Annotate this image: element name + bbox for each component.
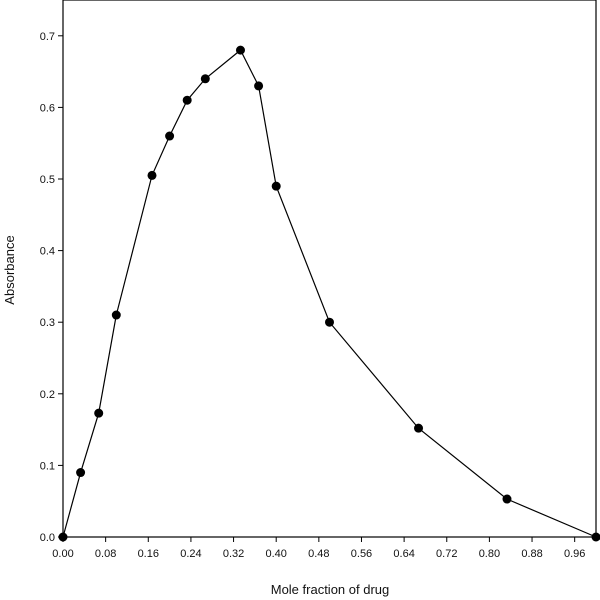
- y-tick-label: 0.7: [40, 31, 55, 43]
- data-point: [502, 494, 512, 504]
- data-point: [58, 532, 68, 542]
- x-tick-label: 0.24: [180, 548, 201, 560]
- data-point: [111, 310, 121, 320]
- data-point: [147, 170, 157, 180]
- y-tick-label: 0.3: [40, 317, 55, 329]
- y-tick-label: 0.2: [40, 389, 55, 401]
- x-tick-label: 0.96: [564, 548, 585, 560]
- x-tick-label: 0.16: [138, 548, 159, 560]
- plot-frame: [62, 0, 597, 538]
- x-axis-title: Mole fraction of drug: [271, 582, 390, 597]
- data-point: [76, 468, 86, 478]
- data-point: [94, 408, 104, 418]
- y-tick-label: 0.5: [40, 174, 55, 186]
- data-point: [235, 45, 245, 55]
- x-tick-label: 0.48: [308, 548, 329, 560]
- y-axis-title: Absorbance: [2, 235, 17, 304]
- data-point: [325, 317, 334, 327]
- series-absorbance: [58, 45, 600, 542]
- y-tick-label: 0.6: [40, 102, 55, 114]
- x-tick-label: 0.88: [521, 548, 542, 560]
- x-tick-label: 0.08: [95, 548, 116, 560]
- x-tick-label: 0.72: [436, 548, 457, 560]
- data-point: [414, 423, 424, 433]
- x-tick-label: 0.00: [52, 548, 73, 560]
- y-tick-label: 0.0: [40, 532, 55, 544]
- x-axis: 0.00 0.08 0.16 0.24 0.32 0.40 0.48 0.56 0.64 0.72…: [52, 537, 585, 560]
- x-tick-label: 0.64: [393, 548, 414, 560]
- series-line: [62, 49, 597, 538]
- y-axis: 0.0 0.1 0.2 0.3 0.4 0.5 0.6 0.7: [40, 31, 63, 544]
- data-point: [271, 181, 281, 191]
- x-tick-label: 0.56: [351, 548, 372, 560]
- x-tick-label: 0.32: [223, 548, 244, 560]
- data-point: [200, 74, 210, 84]
- y-tick-label: 0.1: [40, 460, 55, 472]
- y-tick-label: 0.4: [40, 246, 55, 258]
- x-tick-label: 0.40: [265, 548, 286, 560]
- data-point: [165, 131, 175, 141]
- x-tick-label: 0.80: [479, 548, 500, 560]
- data-point: [182, 95, 192, 105]
- data-point: [591, 532, 600, 542]
- data-point: [254, 81, 264, 91]
